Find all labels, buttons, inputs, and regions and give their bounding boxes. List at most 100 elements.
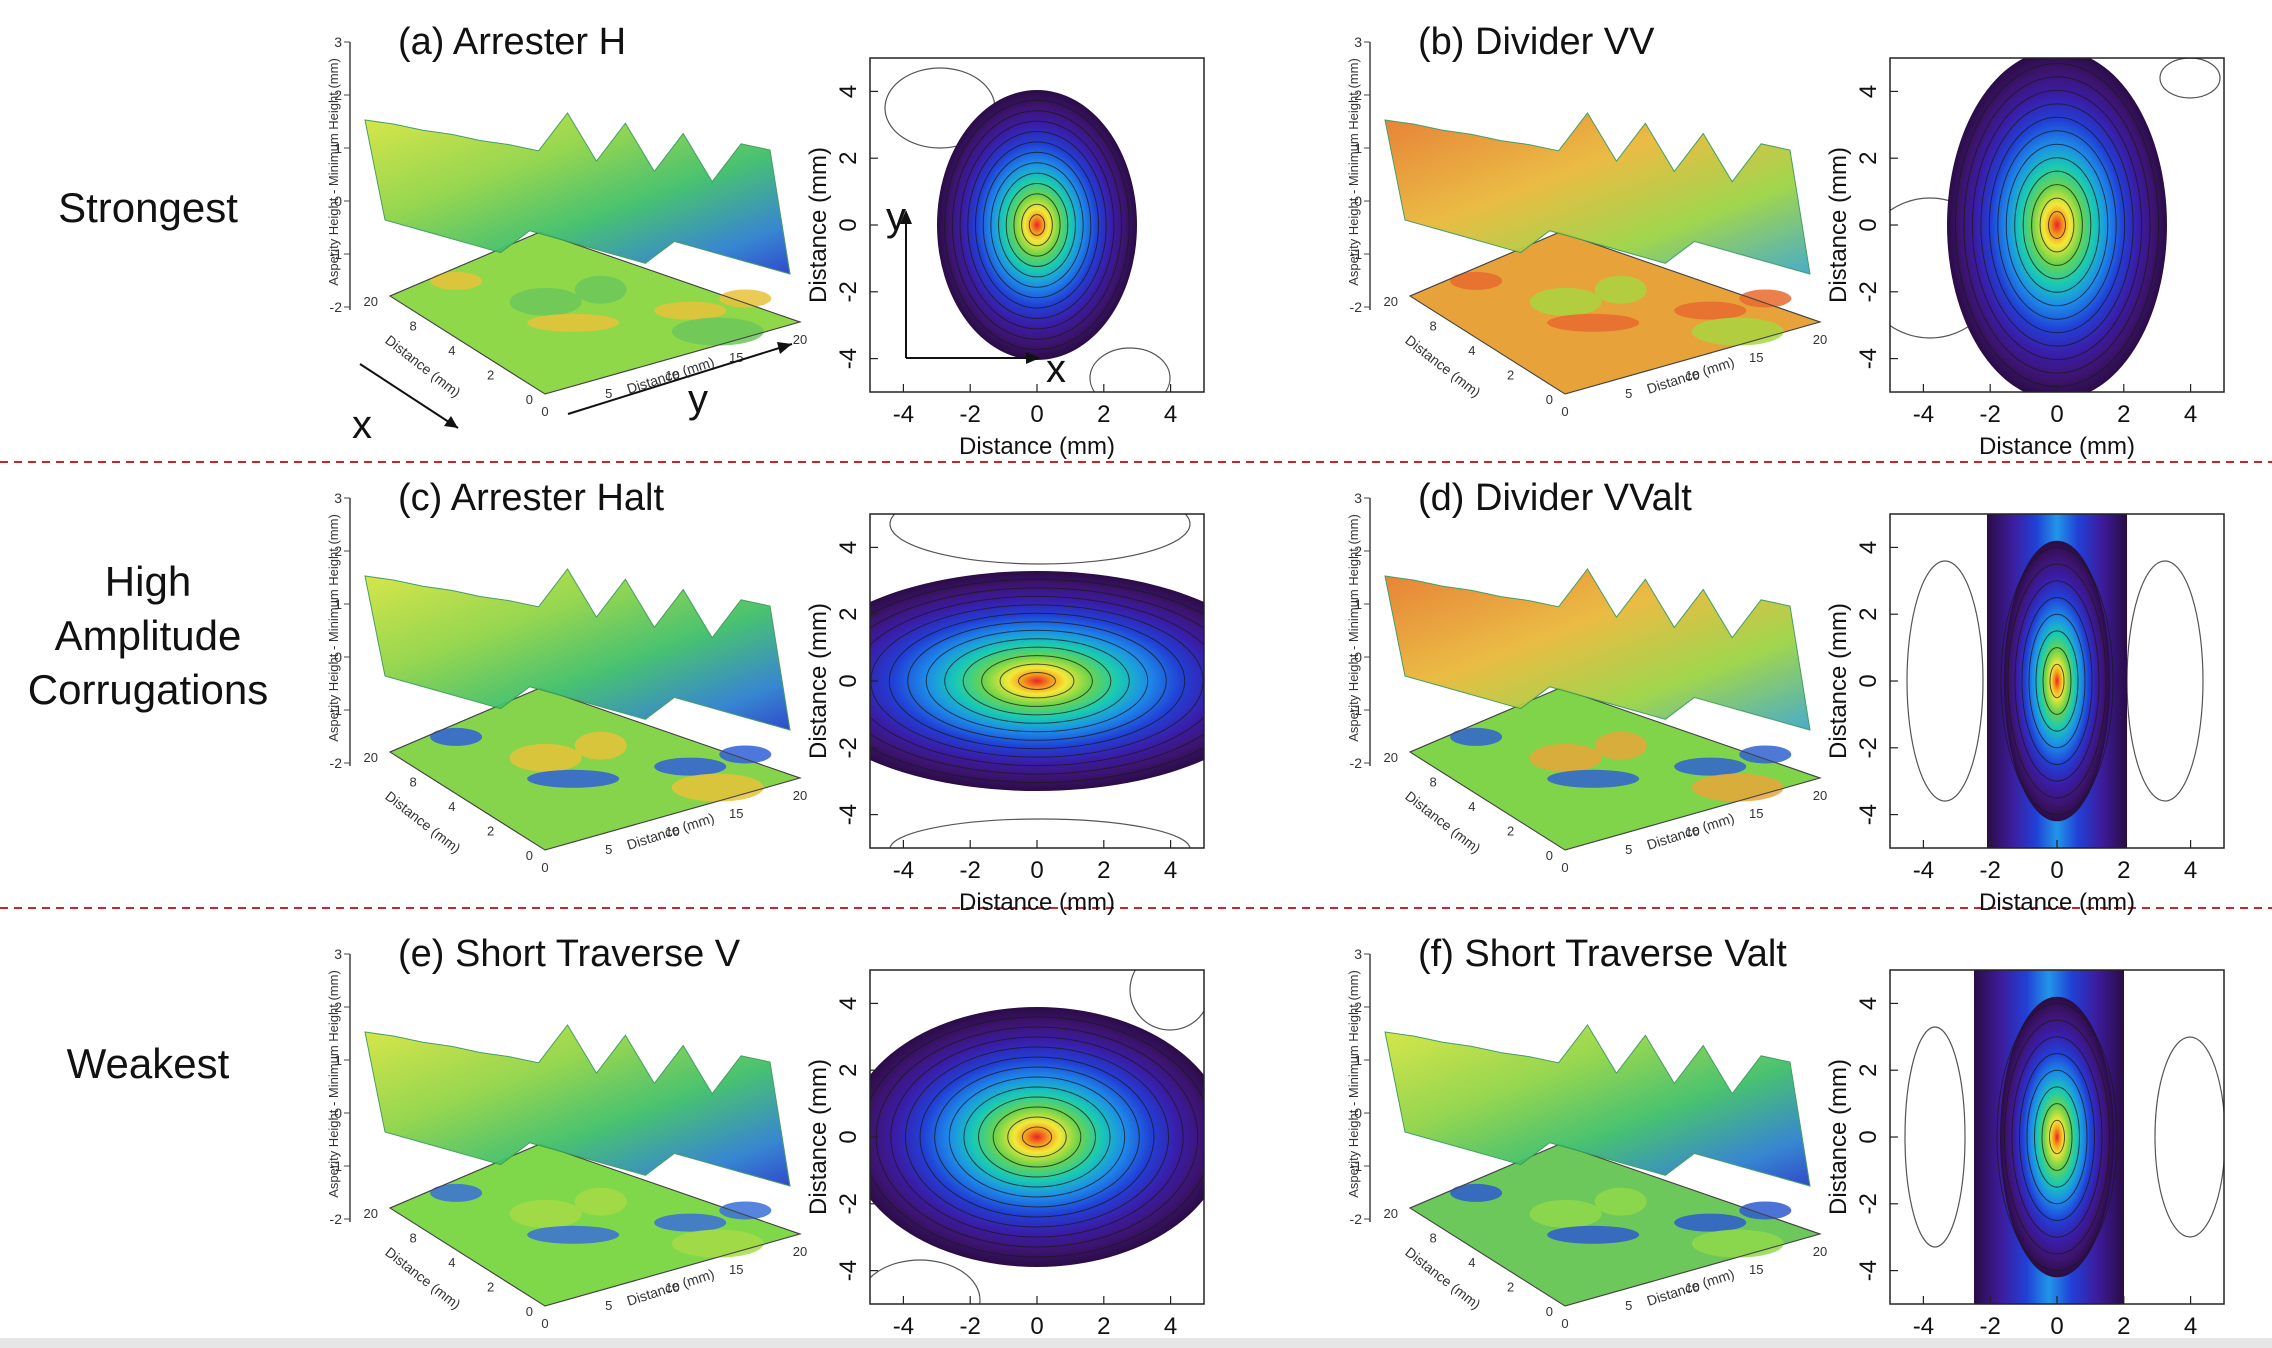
z-tick-label: 3: [334, 490, 342, 506]
z-tick-label: 2: [1354, 87, 1362, 103]
x-tick-label: 4: [1468, 799, 1475, 814]
y-axis-label: Distance (mm): [805, 603, 832, 759]
y-tick-label: 4: [835, 997, 862, 1010]
contour-line: [889, 514, 1191, 565]
z-tick-label: -1: [330, 702, 343, 718]
x-tick-label: 2: [2117, 857, 2130, 884]
x-direction-arrow: [359, 363, 459, 429]
x-tick-label: -4: [893, 857, 914, 884]
y-tick-label: 20: [1813, 1244, 1827, 1259]
density-peak: [2000, 996, 2114, 1278]
contour-ring: [1021, 1126, 1053, 1148]
base-map-patch: [1594, 275, 1647, 304]
y-axis-label: Distance (mm): [1825, 1059, 1852, 1215]
contour-ring: [963, 1086, 1111, 1188]
y-tick-label: 10: [665, 824, 679, 839]
surface-3d: [364, 1024, 791, 1187]
contour-area: [870, 970, 1204, 1304]
surface-3d: [1384, 112, 1811, 275]
surface-3d: [364, 112, 791, 275]
x-tick-label: 0: [2050, 401, 2063, 428]
base-map-outline: [388, 687, 802, 851]
density-peak: [870, 1007, 1204, 1267]
x-tick-label: 2: [1507, 368, 1514, 383]
density-peak: [870, 571, 1204, 791]
base-map-patch: [1529, 1199, 1602, 1228]
contour-ring: [2039, 197, 2075, 253]
base-map-outline: [388, 1143, 802, 1307]
y-tick-label: -2: [1855, 281, 1882, 302]
x-tick-label: 8: [410, 775, 417, 790]
base-map-patch: [671, 317, 764, 346]
bottom-strip: [0, 1338, 2272, 1348]
base-map-patch: [527, 1225, 620, 1244]
contour-ring: [1021, 203, 1053, 247]
x-tick-label: 0: [1030, 857, 1043, 884]
z-tick-label: 2: [1354, 999, 1362, 1015]
contour-ring: [990, 162, 1084, 288]
contour-line: [1906, 560, 1984, 802]
z-tick-label: -2: [1350, 755, 1363, 771]
y-tick-label: 20: [1813, 788, 1827, 803]
contour-ring: [999, 663, 1075, 699]
contour-ring: [2022, 170, 2092, 280]
x-tick-label: 4: [1468, 1255, 1475, 1270]
x-tick-label: 2: [2117, 401, 2130, 428]
base-map-patch: [671, 773, 764, 802]
x-tick-label: 2: [487, 368, 494, 383]
base-map-patch: [1739, 1201, 1792, 1220]
row-label: Weakest: [67, 1040, 230, 1087]
x-tick-label: -2: [1980, 857, 2001, 884]
y-tick-label: -4: [835, 1260, 862, 1281]
contour-ring: [981, 655, 1093, 707]
y-tick-label: 5: [605, 1298, 612, 1313]
contour-ring: [974, 141, 1100, 309]
y-tick-label: 20: [1813, 332, 1827, 347]
x-tick-label: 4: [448, 799, 455, 814]
contour-area: [1904, 970, 2224, 1304]
y-tick-label: 2: [1855, 608, 1882, 621]
y-tick-label: 0: [1855, 1130, 1882, 1143]
y-tick-label: 0: [835, 218, 862, 231]
z-tick-label: 1: [1354, 596, 1362, 612]
z-axis-label: Asperity Height - Minimum Height (mm): [1346, 970, 1361, 1198]
contour-ring: [1988, 116, 2126, 334]
contour-ring: [959, 120, 1115, 330]
y-tick-label: 4: [835, 541, 862, 554]
base-map-patch: [509, 287, 582, 316]
contour-area: [1906, 514, 2204, 848]
contour-ring: [890, 1036, 1184, 1238]
contour-ring: [998, 172, 1076, 278]
contour-ring: [1007, 1116, 1067, 1158]
y-direction-arrow: [567, 343, 793, 415]
density-peak: [2003, 540, 2111, 822]
z-axis-label: Asperity Height - Minimum Height (mm): [1346, 58, 1361, 286]
density-peak: [1947, 58, 2167, 392]
arrowhead: [1026, 352, 1040, 364]
y-tick-label: 0: [1561, 404, 1568, 419]
z-tick-label: 2: [334, 87, 342, 103]
contour-ring: [944, 99, 1130, 351]
base-map-patch: [1450, 271, 1503, 290]
x-tick-label: 4: [1468, 343, 1475, 358]
contour-area: [884, 67, 1171, 392]
contour-ring: [2019, 1053, 2095, 1221]
base-map-patch: [527, 769, 620, 788]
z-axis-label: Asperity Height - Minimum Height (mm): [326, 514, 341, 742]
x-tick-label: 2: [1507, 1280, 1514, 1295]
contour-ring: [2049, 663, 2065, 699]
y-tick-label: 20: [793, 788, 807, 803]
x-tick-label: 8: [410, 319, 417, 334]
y-tick-label: -2: [835, 1193, 862, 1214]
contour-ring: [2049, 1119, 2065, 1155]
x-tick-label: 8: [1430, 775, 1437, 790]
contour-ring: [2005, 143, 2109, 307]
z-tick-label: 3: [1354, 946, 1362, 962]
y-tick-label: 20: [793, 332, 807, 347]
contour-line: [870, 1259, 981, 1304]
y-tick-label: 4: [1855, 997, 1882, 1010]
y-tick-label: 0: [541, 404, 548, 419]
